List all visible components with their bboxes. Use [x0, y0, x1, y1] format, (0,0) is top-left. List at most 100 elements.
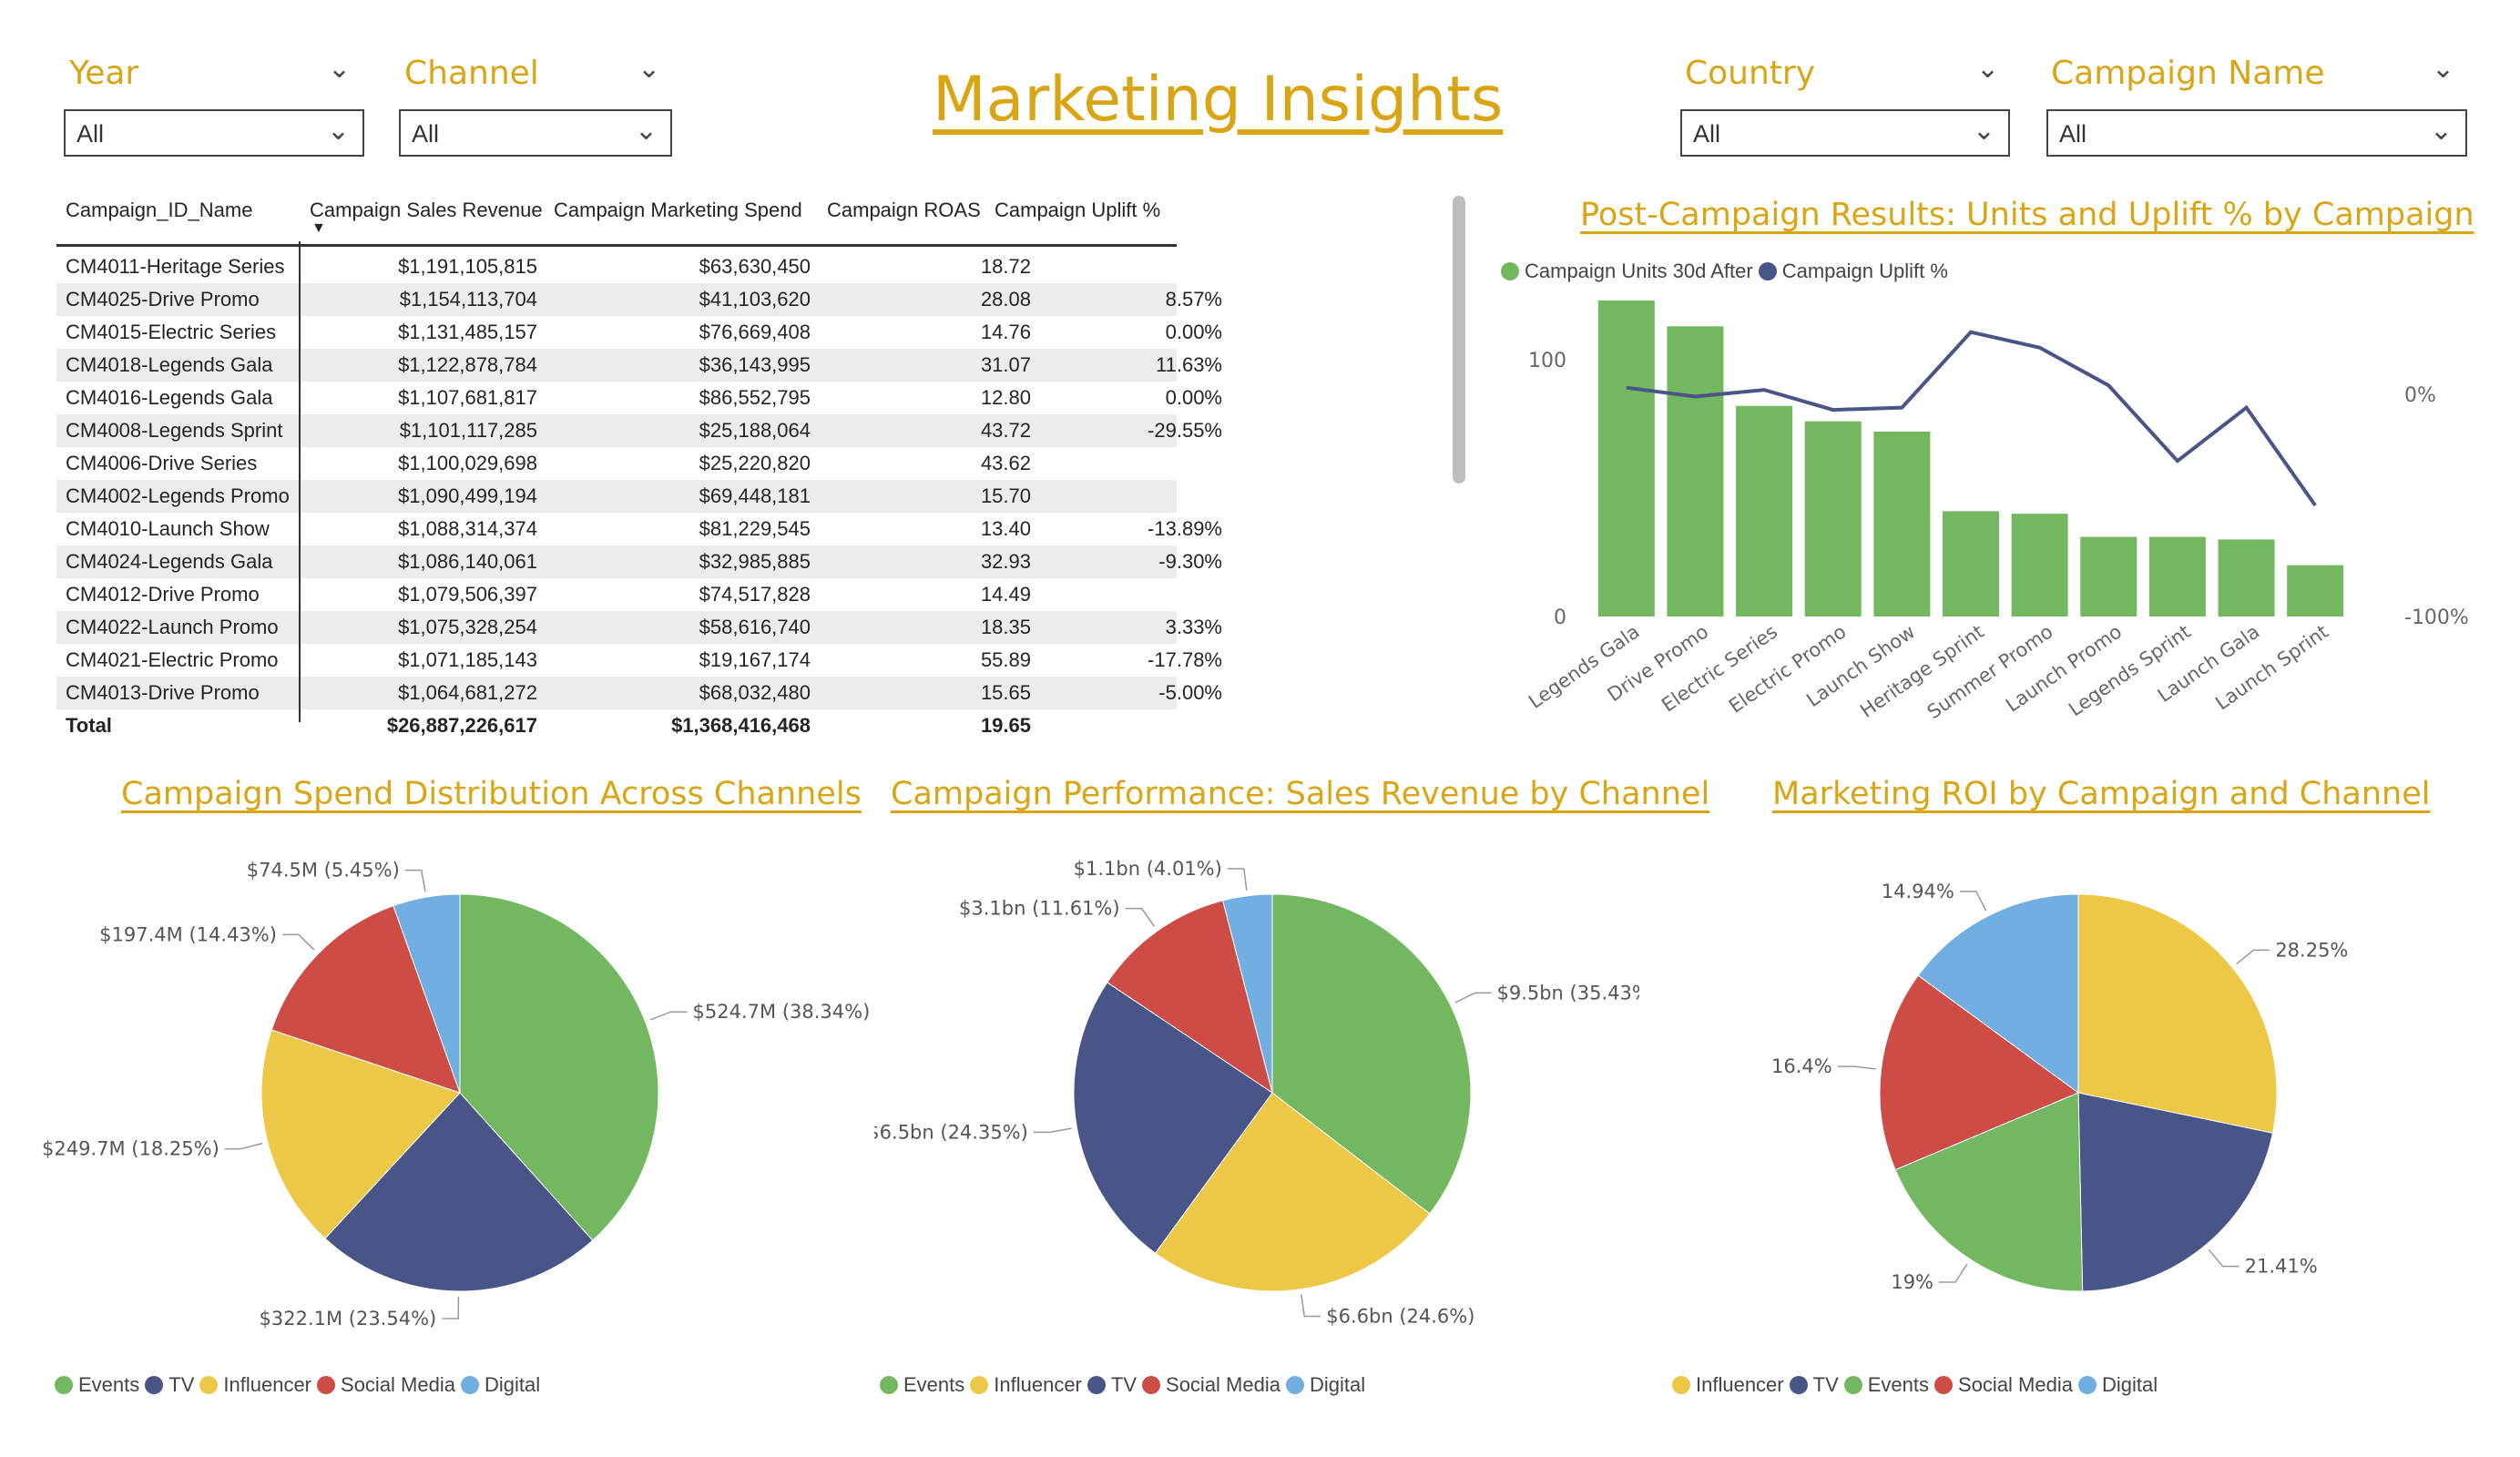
bar-units-2[interactable] — [1736, 405, 1793, 616]
line-uplift[interactable] — [1626, 330, 2317, 507]
table-row[interactable]: CM4002-Legends Promo $1,090,499,194 $69,44… — [56, 480, 1177, 513]
pie-slice-events[interactable] — [1894, 1092, 2084, 1292]
pie-leader-line — [1454, 992, 1492, 1004]
cell-sales-revenue: $1,107,681,817 — [398, 386, 537, 409]
cell-marketing-spend: $68,032,480 — [699, 681, 811, 704]
table-row[interactable]: CM4025-Drive Promo $1,154,113,704 $41,103,… — [56, 283, 1222, 316]
chevron-down-icon: ⌄ — [2429, 116, 2453, 146]
pie-slice-tv[interactable] — [1073, 982, 1273, 1254]
bar-units-4[interactable] — [1873, 431, 1931, 616]
column-header-uplift[interactable]: Campaign Uplift % — [995, 199, 1161, 221]
table-row[interactable]: CM4022-Launch Promo $1,075,328,254 $58,616… — [56, 611, 1222, 644]
pie-slice-social-media[interactable] — [1879, 974, 2080, 1171]
pie-slice-influencer[interactable] — [1154, 1092, 1431, 1292]
table-row[interactable]: CM4008-Legends Sprint $1,101,117,285 $25,1… — [56, 414, 1222, 447]
pie-slice-influencer[interactable] — [260, 1029, 461, 1239]
campaign-name-collapse-icon[interactable]: ⌄ — [2432, 54, 2455, 84]
country-dropdown[interactable]: All ⌄ — [1680, 109, 2010, 157]
pie-data-label: 14.94% — [1882, 881, 1954, 902]
table-row[interactable]: CM4024-Legends Gala $1,086,140,061 $32,985… — [56, 545, 1222, 578]
column-header-marketing-spend[interactable]: Campaign Marketing Spend — [554, 199, 802, 221]
bar-units-6[interactable] — [2011, 514, 2068, 616]
table-row[interactable]: CM4013-Drive Promo $1,064,681,272 $68,032,… — [56, 677, 1222, 709]
pie-slice-tv[interactable] — [324, 1092, 594, 1292]
legend-label: Digital — [2101, 1373, 2158, 1396]
legend-item-influencer[interactable]: Influencer — [970, 1373, 1082, 1397]
legend-dot — [1142, 1376, 1161, 1394]
pie-leader-line — [1837, 1065, 1876, 1070]
legend-item-tv[interactable]: TV — [1087, 1373, 1137, 1397]
cell-campaign-name: CM4015-Electric Series — [66, 321, 277, 343]
campaign-table: Campaign_ID_Name Campaign Sales Revenue … — [56, 188, 1222, 742]
pie-slice-digital[interactable] — [393, 893, 461, 1094]
pie-leader-line — [1959, 891, 1987, 912]
pie-slice-digital[interactable] — [1917, 893, 2079, 1094]
cell-sales-revenue: $1,086,140,061 — [398, 550, 537, 573]
table-row[interactable]: CM4016-Legends Gala $1,107,681,817 $86,552… — [56, 382, 1222, 414]
cell-sales-revenue: $1,191,105,815 — [398, 255, 537, 278]
visual-scrollbar[interactable] — [1453, 196, 1465, 484]
legend-item-digital[interactable]: Digital — [1285, 1373, 1365, 1397]
cell-marketing-spend: $76,669,408 — [699, 321, 811, 343]
bar-units-5[interactable] — [1943, 511, 1999, 616]
pie-slice-social-media[interactable] — [270, 904, 461, 1094]
legend-item-digital[interactable]: Digital — [460, 1373, 540, 1397]
legend-item-tv[interactable]: TV — [145, 1373, 194, 1397]
roi-pie-legend: Influencer TV Events Social Media Digital — [1672, 1373, 2163, 1397]
bar-units-9[interactable] — [2218, 539, 2275, 616]
year-collapse-icon[interactable]: ⌄ — [328, 54, 352, 84]
table-row[interactable]: CM4018-Legends Gala $1,122,878,784 $36,143… — [56, 349, 1222, 382]
bar-units-7[interactable] — [2080, 536, 2137, 616]
pie-slice-tv[interactable] — [2077, 1092, 2274, 1292]
pie-slice-events[interactable] — [459, 893, 659, 1241]
pie-leader-line — [649, 1011, 688, 1021]
channel-dropdown[interactable]: All ⌄ — [399, 109, 672, 157]
roi-pie-chart: 28.25% 21.41% 19% 16.4% 14.94% — [1771, 881, 2348, 1293]
table-row[interactable]: CM4021-Electric Promo $1,071,185,143 $19,1… — [56, 644, 1222, 677]
cell-uplift: -13.89% — [1148, 517, 1222, 540]
legend-item-events[interactable]: Events — [1843, 1373, 1929, 1397]
legend-item-events[interactable]: Events — [880, 1373, 964, 1397]
cell-marketing-spend: $74,517,828 — [699, 583, 811, 606]
legend-item-digital[interactable]: Digital — [2077, 1373, 2158, 1397]
cell-campaign-name: CM4018-Legends Gala — [66, 353, 273, 376]
country-slicer-title: Country — [1685, 55, 1816, 92]
legend-item-social-media[interactable]: Social Media — [317, 1373, 455, 1397]
column-header-sales-revenue[interactable]: Campaign Sales Revenue — [310, 199, 543, 221]
table-row[interactable]: CM4011-Heritage Series $1,191,105,815 $63,… — [56, 250, 1177, 283]
legend-item-tv[interactable]: TV — [1789, 1373, 1839, 1397]
channel-collapse-icon[interactable]: ⌄ — [638, 54, 661, 84]
legend-item-social-media[interactable]: Social Media — [1142, 1373, 1280, 1397]
campaign-name-dropdown[interactable]: All ⌄ — [2046, 109, 2467, 157]
cell-uplift: 8.57% — [1165, 288, 1222, 311]
legend-item-social-media[interactable]: Social Media — [1934, 1373, 2073, 1397]
bar-units-1[interactable] — [1667, 326, 1724, 616]
table-row[interactable]: CM4015-Electric Series $1,131,485,157 $76,… — [56, 316, 1222, 349]
column-header-campaign[interactable]: Campaign_ID_Name — [66, 199, 253, 221]
pie-slice-digital[interactable] — [1222, 893, 1273, 1094]
cell-sales-revenue: $1,088,314,374 — [398, 517, 537, 540]
legend-item-uplift[interactable]: Campaign Uplift % — [1758, 260, 1948, 283]
bar-units-0[interactable] — [1597, 301, 1655, 616]
legend-dot — [317, 1376, 336, 1394]
legend-item-events[interactable]: Events — [55, 1373, 139, 1397]
page-title: Marketing Insights — [933, 64, 1504, 136]
pie-slice-influencer[interactable] — [2077, 893, 2278, 1134]
roi-pie-title: Marketing ROI by Campaign and Channel — [1772, 776, 2431, 812]
country-collapse-icon[interactable]: ⌄ — [1976, 54, 2000, 84]
table-row[interactable]: CM4012-Drive Promo $1,079,506,397 $74,517,… — [56, 578, 1177, 611]
year-dropdown[interactable]: All ⌄ — [64, 109, 364, 157]
bar-units-10[interactable] — [2287, 565, 2344, 616]
table-row[interactable]: CM4006-Drive Series $1,100,029,698 $25,220… — [56, 447, 1177, 480]
pie-slice-social-media[interactable] — [1107, 900, 1273, 1095]
legend-item-influencer[interactable]: Influencer — [199, 1373, 311, 1397]
legend-label: Social Media — [1958, 1373, 2073, 1396]
legend-item-influencer[interactable]: Influencer — [1672, 1373, 1784, 1397]
bar-units-3[interactable] — [1804, 421, 1862, 616]
table-row[interactable]: CM4010-Launch Show $1,088,314,374 $81,229,… — [56, 513, 1222, 545]
pie-slice-events[interactable] — [1271, 893, 1472, 1215]
column-header-roas[interactable]: Campaign ROAS — [827, 199, 981, 221]
legend-dot-green — [1501, 262, 1519, 280]
bar-units-8[interactable] — [2148, 536, 2206, 616]
legend-item-units[interactable]: Campaign Units 30d After — [1501, 260, 1753, 283]
